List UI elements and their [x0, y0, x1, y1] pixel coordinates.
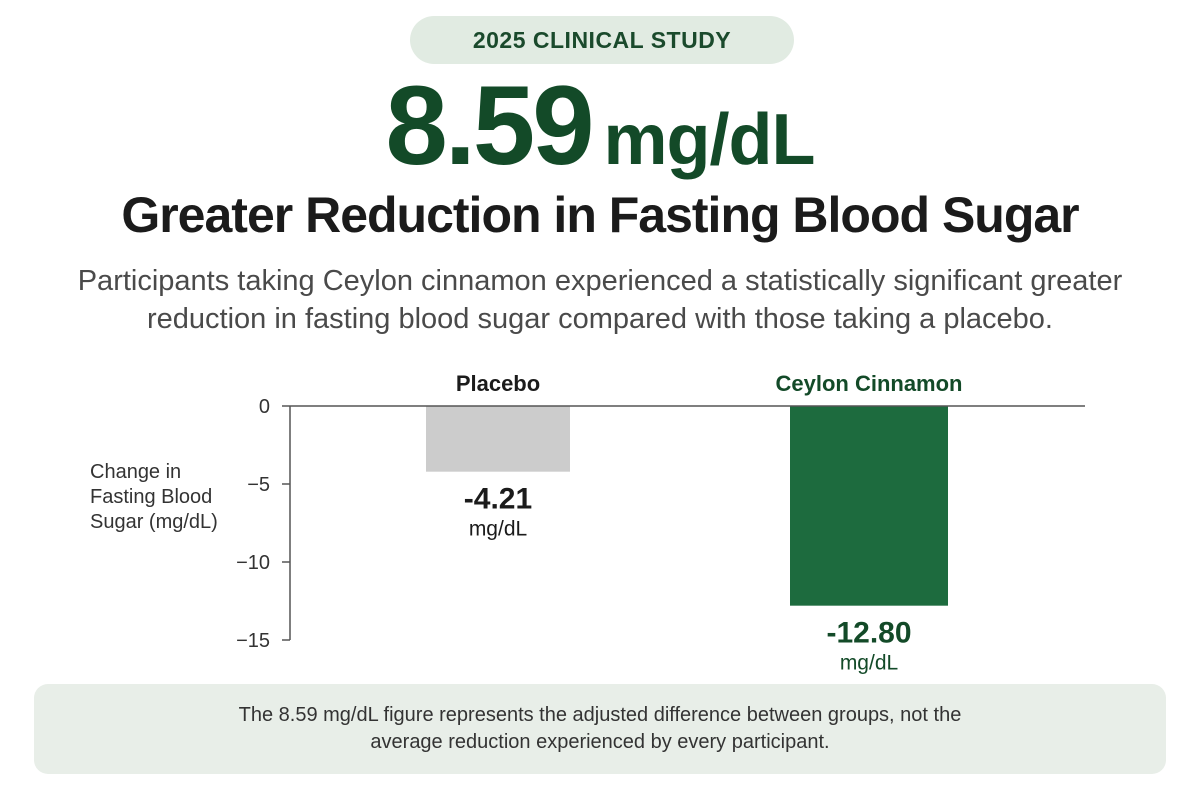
y-tick-label: 0: [259, 396, 270, 418]
value-label: -12.80: [826, 617, 911, 650]
bar-placebo: [426, 406, 570, 472]
study-badge: 2025 CLINICAL STUDY: [410, 16, 794, 64]
y-axis-label: Change in Fasting Blood Sugar (mg/dL): [90, 461, 218, 533]
value-unit-label: mg/dL: [469, 518, 527, 541]
y-tick-label: −15: [236, 630, 270, 652]
footnote-text: The 8.59 mg/dL figure represents the adj…: [238, 704, 962, 753]
description: Participants taking Ceylon cinnamon expe…: [77, 265, 1123, 335]
value-label: -4.21: [464, 483, 532, 516]
bar-chart: Change in Fasting Blood Sugar (mg/dL) 0 −…: [0, 360, 1200, 680]
category-label: Ceylon Cinnamon: [775, 371, 962, 396]
value-unit-label: mg/dL: [840, 652, 898, 675]
category-label: Placebo: [456, 371, 540, 396]
bar-ceylon-cinnamon: [790, 406, 948, 606]
headline-number: 8.59: [385, 63, 595, 188]
footnote-box: The 8.59 mg/dL figure represents the adj…: [34, 684, 1166, 774]
y-tick-label: −10: [236, 552, 270, 574]
headline-unit: mg/dL: [603, 100, 816, 180]
headline: 8.59 mg/dL: [0, 70, 1200, 182]
y-tick-label: −5: [247, 474, 270, 496]
subhead: Greater Reduction in Fasting Blood Sugar: [121, 187, 1079, 243]
